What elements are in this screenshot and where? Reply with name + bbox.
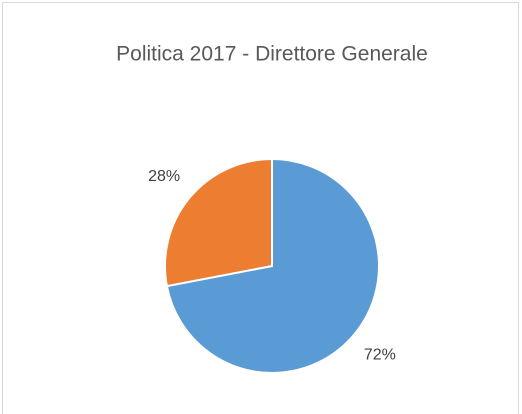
data-label: 72% bbox=[364, 346, 396, 363]
data-label: 28% bbox=[148, 168, 180, 185]
chart-title: Politica 2017 - Direttore Generale bbox=[116, 43, 428, 66]
pie-slice bbox=[164, 157, 273, 288]
